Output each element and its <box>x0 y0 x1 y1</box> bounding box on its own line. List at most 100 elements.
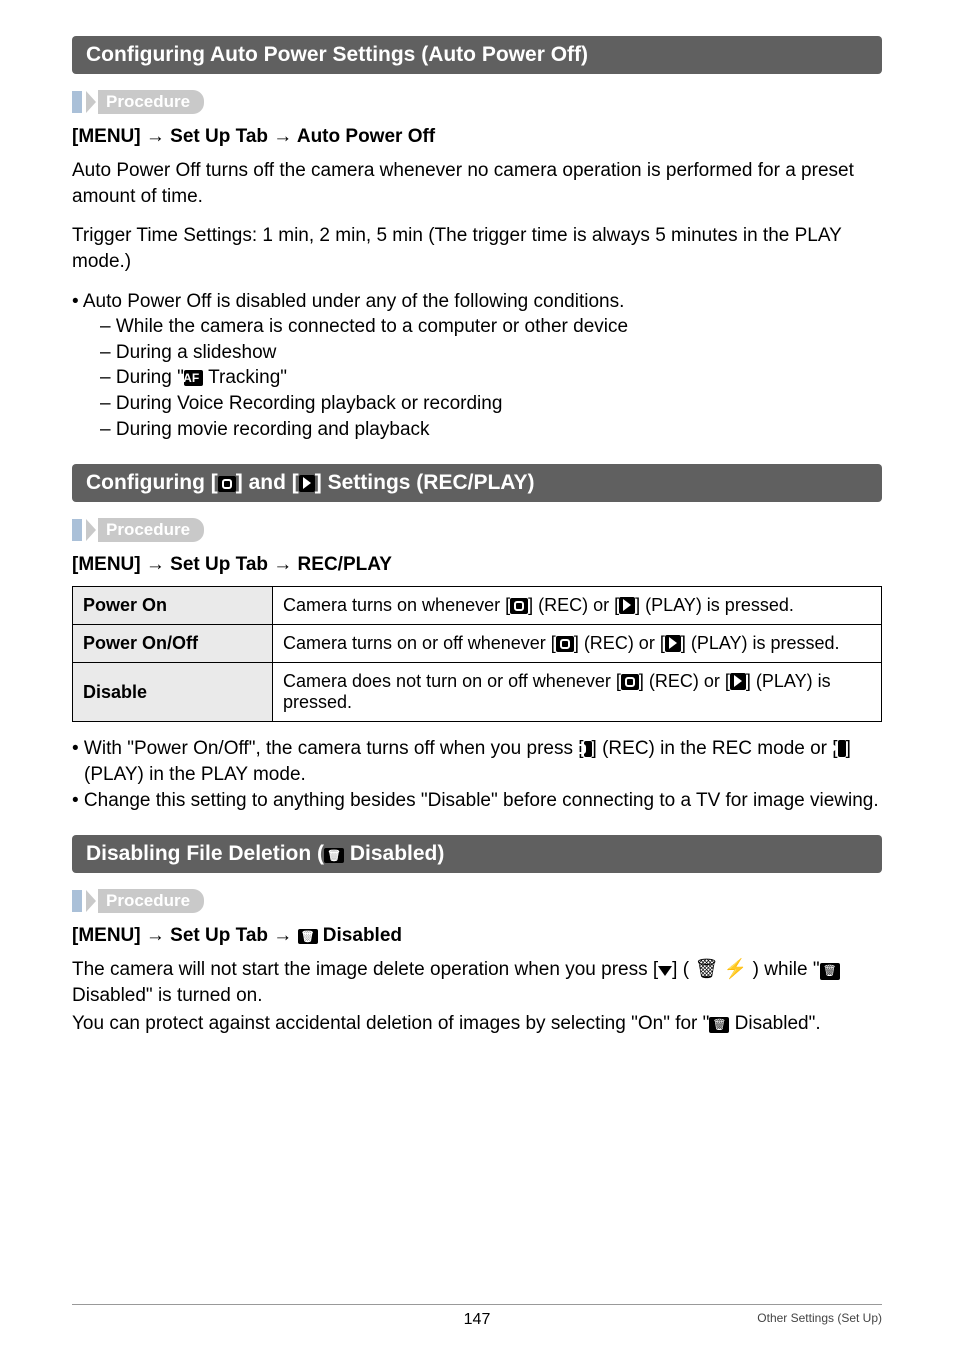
list-item: – While the camera is connected to a com… <box>72 314 882 340</box>
text: The camera will not start the image dele… <box>72 959 658 980</box>
procedure-row: Procedure <box>72 90 882 114</box>
table-header: Disable <box>73 663 273 722</box>
rec-icon <box>556 636 574 652</box>
trash-small-icon: 🗑 <box>694 959 718 980</box>
text: ] (REC) or [ <box>574 633 665 653</box>
play-icon <box>619 597 635 614</box>
section-title-delete: Disabling File Deletion (🗑 Disabled) <box>72 835 882 873</box>
body-paragraph: You can protect against accidental delet… <box>72 1011 882 1037</box>
rec-icon <box>621 674 639 690</box>
menu-pre: [MENU] <box>72 554 146 575</box>
list-item: – During a slideshow <box>72 340 882 366</box>
body-paragraph: Auto Power Off turns off the camera when… <box>72 158 882 209</box>
trash-icon: 🗑 <box>298 929 318 944</box>
rec-icon <box>584 741 592 757</box>
body-paragraph: Trigger Time Settings: 1 min, 2 min, 5 m… <box>72 223 882 274</box>
text: Tracking" <box>203 367 287 388</box>
text: Camera turns on whenever [ <box>283 595 510 615</box>
table-row: Power On/Off Camera turns on or off when… <box>73 625 882 663</box>
trash-icon: 🗑 <box>709 1017 729 1034</box>
arrow-icon: → <box>146 126 165 147</box>
flash-icon: ⚡ <box>724 959 748 980</box>
play-icon <box>299 475 315 492</box>
list-item: – During "▣AF Tracking" <box>72 365 882 391</box>
trash-icon: 🗑 <box>324 848 344 863</box>
footer-right: Other Settings (Set Up) <box>757 1311 882 1325</box>
menu-mid: Set Up Tab <box>165 925 273 946</box>
title-post: Disabled) <box>344 842 444 865</box>
menu-post: Auto Power Off <box>292 126 435 147</box>
title-mid: ] and [ <box>236 471 299 494</box>
title-pre: Disabling File Deletion ( <box>86 842 324 865</box>
list-item: • Change this setting to anything beside… <box>72 788 882 814</box>
text: ] (REC) in the REC mode or [ <box>592 738 838 759</box>
arrow-icon: → <box>273 554 292 575</box>
text: Camera does not turn on or off whenever … <box>283 671 621 691</box>
list-item: • With "Power On/Off", the camera turns … <box>72 736 882 787</box>
arrow-icon: → <box>146 554 165 575</box>
text: ] (REC) or [ <box>528 595 619 615</box>
list-item: • Auto Power Off is disabled under any o… <box>72 289 882 315</box>
table-cell: Camera turns on or off whenever [ ] (REC)… <box>273 625 882 663</box>
procedure-row: Procedure <box>72 889 882 913</box>
arrow-icon: → <box>273 925 292 946</box>
menu-post: Disabled <box>318 925 402 946</box>
text: ] (PLAY) is pressed. <box>681 633 840 653</box>
menu-path-auto-power: [MENU] → Set Up Tab → Auto Power Off <box>72 126 882 148</box>
procedure-chevron <box>86 91 96 113</box>
procedure-marker <box>72 890 82 912</box>
menu-mid: Set Up Tab <box>165 554 273 575</box>
text: ] (REC) or [ <box>639 671 730 691</box>
arrow-icon: → <box>146 925 165 946</box>
settings-table: Power On Camera turns on whenever [ ] (RE… <box>72 586 882 722</box>
procedure-label: Procedure <box>98 889 204 913</box>
trash-icon: 🗑 <box>820 963 840 980</box>
menu-mid: Set Up Tab <box>165 126 273 147</box>
arrow-icon: → <box>273 126 292 147</box>
table-row: Power On Camera turns on whenever [ ] (RE… <box>73 587 882 625</box>
text: • With "Power On/Off", the camera turns … <box>72 738 584 759</box>
page-content: Configuring Auto Power Settings (Auto Po… <box>0 0 954 1036</box>
text: ) while " <box>747 959 819 980</box>
rec-icon <box>218 476 236 492</box>
list-item: – During Voice Recording playback or rec… <box>72 391 882 417</box>
down-arrow-icon <box>658 966 672 976</box>
procedure-row: Procedure <box>72 518 882 542</box>
text: You can protect against accidental delet… <box>72 1013 709 1034</box>
list-item: – During movie recording and playback <box>72 417 882 443</box>
procedure-marker <box>72 91 82 113</box>
rec-icon <box>510 598 528 614</box>
text: ] (PLAY) is pressed. <box>635 595 794 615</box>
text: Disabled" is turned on. <box>72 985 263 1006</box>
procedure-chevron <box>86 890 96 912</box>
play-icon <box>665 635 681 652</box>
section-title-auto-power: Configuring Auto Power Settings (Auto Po… <box>72 36 882 74</box>
menu-pre: [MENU] <box>72 126 146 147</box>
text: Disabled". <box>729 1013 820 1034</box>
notes-list: • With "Power On/Off", the camera turns … <box>72 736 882 813</box>
table-header: Power On/Off <box>73 625 273 663</box>
title-pre: Configuring [ <box>86 471 218 494</box>
tracking-icon: ▣AF <box>184 370 203 386</box>
menu-post: REC/PLAY <box>292 554 392 575</box>
procedure-label: Procedure <box>98 90 204 114</box>
table-cell: Camera does not turn on or off whenever … <box>273 663 882 722</box>
page-footer: 147 Other Settings (Set Up) <box>72 1304 882 1329</box>
menu-path-delete: [MENU] → Set Up Tab → 🗑 Disabled <box>72 925 882 947</box>
play-icon <box>838 740 846 757</box>
section-title-rec-play: Configuring [ ] and [ ] Settings (REC/PLAY… <box>72 464 882 502</box>
text: Camera turns on or off whenever [ <box>283 633 556 653</box>
table-cell: Camera turns on whenever [ ] (REC) or [ ] … <box>273 587 882 625</box>
table-header: Power On <box>73 587 273 625</box>
bullet-list: • Auto Power Off is disabled under any o… <box>72 289 882 443</box>
text: ] ( <box>672 959 694 980</box>
play-icon <box>730 673 746 690</box>
procedure-label: Procedure <box>98 518 204 542</box>
procedure-chevron <box>86 519 96 541</box>
table-row: Disable Camera does not turn on or off w… <box>73 663 882 722</box>
title-post: ] Settings (REC/PLAY) <box>315 471 535 494</box>
body-paragraph: The camera will not start the image dele… <box>72 957 882 1008</box>
menu-pre: [MENU] <box>72 925 146 946</box>
menu-path-rec-play: [MENU] → Set Up Tab → REC/PLAY <box>72 554 882 576</box>
procedure-marker <box>72 519 82 541</box>
